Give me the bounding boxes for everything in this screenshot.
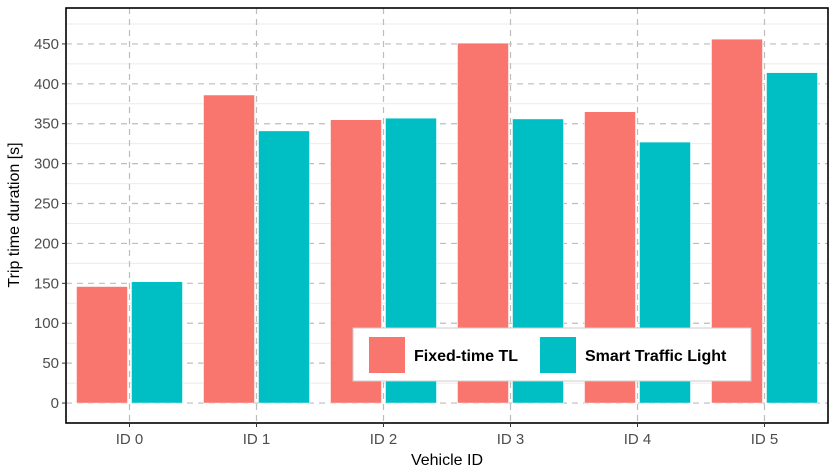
- x-axis-title: Vehicle ID: [411, 452, 483, 469]
- bar-smart-traffic-light-id-5: [766, 72, 818, 404]
- legend-label-smart-traffic-light: Smart Traffic Light: [585, 348, 727, 365]
- y-tick-label: 100: [34, 315, 59, 332]
- bar-smart-traffic-light-id-1: [258, 130, 310, 404]
- y-tick-label: 200: [34, 235, 59, 252]
- legend-key-fixed-time: [369, 337, 405, 373]
- bar-fixed-time-tl-id-1: [203, 94, 255, 404]
- y-tick-label: 150: [34, 275, 59, 292]
- x-axis-ticks: ID 0 ID 1 ID 2 ID 3 ID 4 ID 5: [116, 423, 779, 448]
- y-tick-label: 50: [42, 355, 59, 372]
- y-tick-label: 250: [34, 196, 59, 213]
- x-tick-label: ID 4: [624, 431, 652, 448]
- y-axis-ticks: 0 50 100 150 200 250 300 350 400 450: [34, 36, 66, 412]
- y-tick-label: 0: [51, 395, 59, 412]
- legend-label-fixed-time: Fixed-time TL: [414, 348, 518, 365]
- y-tick-label: 350: [34, 116, 59, 133]
- y-tick-label: 400: [34, 76, 59, 93]
- y-axis-title: Trip time duration [s]: [6, 142, 23, 287]
- x-tick-label: ID 3: [497, 431, 525, 448]
- y-tick-label: 450: [34, 36, 59, 53]
- legend-key-smart-traffic-light: [540, 337, 576, 373]
- bar-smart-traffic-light-id-0: [131, 281, 183, 404]
- y-tick-label: 300: [34, 156, 59, 173]
- x-tick-label: ID 2: [370, 431, 398, 448]
- legend: Fixed-time TL Smart Traffic Light: [352, 327, 752, 382]
- bar-fixed-time-tl-id-0: [76, 286, 128, 404]
- x-tick-label: ID 0: [116, 431, 144, 448]
- x-tick-label: ID 1: [243, 431, 271, 448]
- plot-border: [65, 7, 829, 424]
- x-tick-label: ID 5: [751, 431, 779, 448]
